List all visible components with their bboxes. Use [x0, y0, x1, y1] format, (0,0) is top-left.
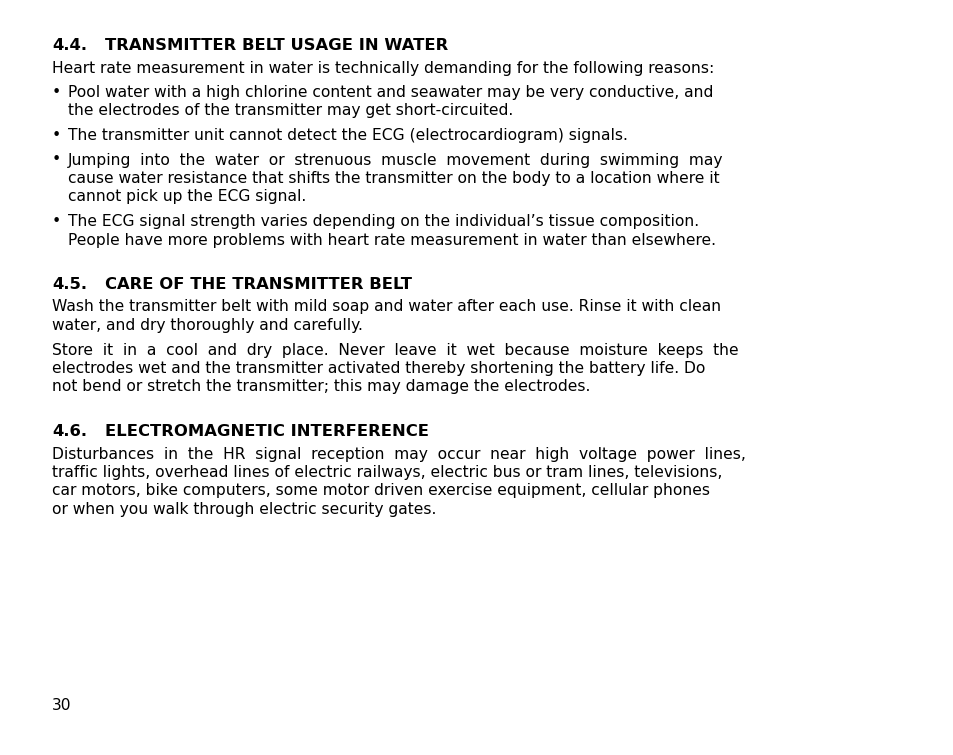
Text: cause water resistance that shifts the transmitter on the body to a location whe: cause water resistance that shifts the t…	[68, 171, 719, 186]
Text: The ECG signal strength varies depending on the individual’s tissue composition.: The ECG signal strength varies depending…	[68, 214, 699, 229]
Text: the electrodes of the transmitter may get short-circuited.: the electrodes of the transmitter may ge…	[68, 103, 513, 119]
Text: •: •	[52, 214, 61, 229]
Text: 30: 30	[52, 698, 71, 713]
Text: not bend or stretch the transmitter; this may damage the electrodes.: not bend or stretch the transmitter; thi…	[52, 380, 590, 395]
Text: Store  it  in  a  cool  and  dry  place.  Never  leave  it  wet  because  moistu: Store it in a cool and dry place. Never …	[52, 343, 738, 358]
Text: 4.6.: 4.6.	[52, 424, 87, 439]
Text: Pool water with a high chlorine content and seawater may be very conductive, and: Pool water with a high chlorine content …	[68, 85, 713, 100]
Text: or when you walk through electric security gates.: or when you walk through electric securi…	[52, 502, 436, 517]
Text: cannot pick up the ECG signal.: cannot pick up the ECG signal.	[68, 190, 306, 205]
Text: Disturbances  in  the  HR  signal  reception  may  occur  near  high  voltage  p: Disturbances in the HR signal reception …	[52, 446, 745, 461]
Text: •: •	[52, 85, 61, 100]
Text: People have more problems with heart rate measurement in water than elsewhere.: People have more problems with heart rat…	[68, 233, 716, 248]
Text: Wash the transmitter belt with mild soap and water after each use. Rinse it with: Wash the transmitter belt with mild soap…	[52, 300, 720, 315]
Text: 4.5.: 4.5.	[52, 277, 87, 292]
Text: •: •	[52, 153, 61, 168]
Text: water, and dry thoroughly and carefully.: water, and dry thoroughly and carefully.	[52, 318, 362, 333]
Text: TRANSMITTER BELT USAGE IN WATER: TRANSMITTER BELT USAGE IN WATER	[105, 38, 448, 53]
Text: ELECTROMAGNETIC INTERFERENCE: ELECTROMAGNETIC INTERFERENCE	[105, 424, 429, 439]
Text: car motors, bike computers, some motor driven exercise equipment, cellular phone: car motors, bike computers, some motor d…	[52, 483, 709, 498]
Text: CARE OF THE TRANSMITTER BELT: CARE OF THE TRANSMITTER BELT	[105, 277, 412, 292]
Text: 4.4.: 4.4.	[52, 38, 87, 53]
Text: Heart rate measurement in water is technically demanding for the following reaso: Heart rate measurement in water is techn…	[52, 60, 714, 76]
Text: Jumping  into  the  water  or  strenuous  muscle  movement  during  swimming  ma: Jumping into the water or strenuous musc…	[68, 153, 722, 168]
Text: traffic lights, overhead lines of electric railways, electric bus or tram lines,: traffic lights, overhead lines of electr…	[52, 465, 721, 480]
Text: •: •	[52, 128, 61, 143]
Text: electrodes wet and the transmitter activated thereby shortening the battery life: electrodes wet and the transmitter activ…	[52, 361, 704, 376]
Text: The transmitter unit cannot detect the ECG (electrocardiogram) signals.: The transmitter unit cannot detect the E…	[68, 128, 627, 143]
